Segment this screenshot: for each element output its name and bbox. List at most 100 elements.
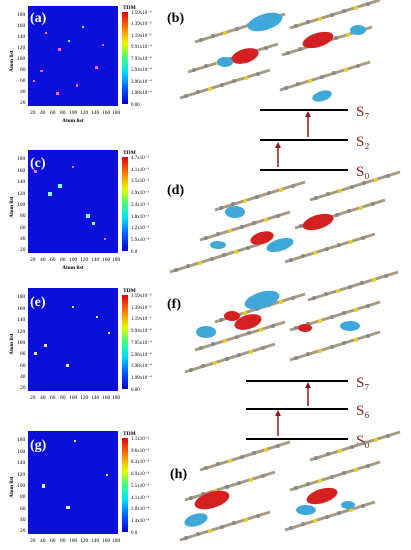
svg-text:60: 60 — [20, 363, 26, 369]
svg-text:80: 80 — [60, 538, 66, 544]
svg-text:140: 140 — [91, 257, 100, 263]
svg-text:160: 160 — [102, 110, 111, 116]
svg-text:4.1x10⁻³: 4.1x10⁻³ — [131, 167, 149, 173]
svg-text:180: 180 — [112, 538, 121, 544]
svg-text:3.96x10⁻⁴: 3.96x10⁻⁴ — [131, 79, 152, 85]
svg-text:140: 140 — [17, 179, 26, 185]
xticks-e: 20 40 60 80 100 120 140 160 180 — [30, 395, 121, 401]
svg-text:40: 40 — [20, 236, 26, 242]
ylabel-g: Atom list — [9, 476, 15, 498]
svg-text:60: 60 — [50, 257, 56, 263]
svg-text:60: 60 — [50, 395, 56, 401]
svg-text:160: 160 — [102, 257, 111, 263]
svg-text:120: 120 — [17, 329, 26, 335]
svg-text:140: 140 — [17, 460, 26, 466]
svg-text:120: 120 — [80, 538, 89, 544]
svg-text:20: 20 — [20, 385, 26, 391]
svg-text:100: 100 — [17, 56, 26, 62]
level-diagram-2: S₇ S₆ S₀ — [246, 375, 370, 449]
svg-text:40: 40 — [20, 89, 26, 95]
svg-text:120: 120 — [80, 395, 89, 401]
svg-text:1.99x10⁻⁴: 1.99x10⁻⁴ — [131, 375, 152, 381]
svg-text:120: 120 — [17, 191, 26, 197]
svg-text:100: 100 — [17, 340, 26, 346]
svg-text:80: 80 — [20, 351, 26, 357]
svg-text:3.98x10⁻⁴: 3.98x10⁻⁴ — [131, 363, 152, 369]
colorbar-values-g: 1.1x10⁻³ 9.6x10⁻⁴ 8.3x10⁻⁴ 6.9x10⁻⁴ 5.5x… — [131, 436, 149, 536]
colorbar-c: TDM 4.7x10⁻³ 4.1x10⁻³ 3.5x10⁻³ 2.9x10⁻³ … — [122, 150, 149, 255]
heatmap-e — [28, 288, 118, 391]
colorbar-g: TDM 1.1x10⁻³ 9.6x10⁻⁴ 8.3x10⁻⁴ 6.9x10⁻⁴ … — [122, 431, 149, 536]
level-label: S₇ — [356, 104, 370, 120]
svg-text:140: 140 — [91, 110, 100, 116]
xlabel-a: Atom list — [62, 118, 84, 124]
svg-text:100: 100 — [17, 483, 26, 489]
colorbar-values-e: 1.59x10⁻³ 1.39x10⁻³ 1.19x10⁻³ 9.94x10⁻⁴ … — [131, 293, 152, 393]
svg-text:5.94x10⁻⁴: 5.94x10⁻⁴ — [131, 67, 152, 73]
svg-text:40: 40 — [20, 517, 26, 523]
colorbar-values-a: 1.59x10⁻³ 1.39x10⁻³ 1.19x10⁻³ 9.91x10⁻⁴ … — [131, 10, 152, 108]
svg-text:120: 120 — [17, 472, 26, 478]
svg-text:140: 140 — [17, 317, 26, 323]
svg-text:40: 40 — [40, 395, 46, 401]
panel-label-c: (c) — [30, 156, 46, 171]
svg-text:180: 180 — [17, 12, 26, 18]
svg-text:1.19x10⁻³: 1.19x10⁻³ — [131, 316, 152, 322]
svg-text:1.8x10⁻³: 1.8x10⁻³ — [131, 214, 149, 220]
svg-text:140: 140 — [91, 538, 100, 544]
svg-text:2.4x10⁻³: 2.4x10⁻³ — [131, 202, 149, 208]
panel-e: (e) TDM 1.59x10⁻³ 1.39x10⁻³ 1.19x10⁻³ 9.… — [9, 288, 152, 401]
panel-label-e: (e) — [30, 295, 46, 310]
svg-text:100: 100 — [17, 202, 26, 208]
panel-b: (b) — [167, 0, 382, 102]
svg-text:180: 180 — [17, 156, 26, 162]
panel-h: (h) — [170, 430, 402, 542]
svg-text:7.93x10⁻⁴: 7.93x10⁻⁴ — [131, 56, 152, 62]
svg-text:0.0: 0.0 — [131, 250, 138, 255]
yticks-g: 180 160 140 120 100 80 60 40 20 — [17, 437, 26, 534]
svg-text:2.8x10⁻⁴: 2.8x10⁻⁴ — [131, 506, 149, 512]
svg-text:40: 40 — [40, 538, 46, 544]
svg-text:80: 80 — [60, 110, 66, 116]
svg-text:100: 100 — [69, 257, 78, 263]
svg-text:1.98x10⁻⁴: 1.98x10⁻⁴ — [131, 90, 152, 96]
svg-text:1.39x10⁻³: 1.39x10⁻³ — [131, 305, 152, 311]
svg-text:8.3x10⁻⁴: 8.3x10⁻⁴ — [131, 459, 149, 465]
heatmap-a — [28, 6, 118, 106]
svg-text:40: 40 — [40, 257, 46, 263]
ylabel-a: Atom list — [9, 50, 15, 72]
colorbar-a: TDM 1.59x10⁻³ 1.39x10⁻³ 1.19x10⁻³ 9.91x1… — [122, 5, 152, 108]
colorbar-values-c: 4.7x10⁻³ 4.1x10⁻³ 3.5x10⁻³ 2.9x10⁻³ 2.4x… — [131, 155, 149, 255]
svg-text:40: 40 — [40, 110, 46, 116]
panel-d: (d) — [167, 170, 402, 274]
svg-text:60: 60 — [20, 506, 26, 512]
ylabel-e: Atom list — [9, 333, 15, 355]
svg-text:60: 60 — [50, 538, 56, 544]
svg-text:4.7x10⁻³: 4.7x10⁻³ — [131, 155, 149, 161]
panel-a: (a) TDM 1.59x10⁻³ 1.39x10⁻³ 1.19x10⁻³ 9.… — [9, 5, 152, 124]
svg-text:160: 160 — [17, 449, 26, 455]
panel-label-g: (g) — [30, 438, 47, 453]
panel-label-a: (a) — [30, 11, 47, 26]
level-label: S₂ — [356, 134, 370, 150]
svg-text:100: 100 — [69, 110, 78, 116]
svg-text:160: 160 — [102, 395, 111, 401]
svg-text:120: 120 — [80, 110, 89, 116]
svg-text:140: 140 — [17, 34, 26, 40]
svg-text:4.1x10⁻⁴: 4.1x10⁻⁴ — [131, 495, 149, 501]
svg-text:0.00: 0.00 — [131, 103, 140, 108]
panel-label-f: (f) — [167, 297, 181, 312]
colorbar-title-e: TDM — [123, 288, 137, 294]
svg-text:80: 80 — [20, 67, 26, 73]
panel-f: (f) — [167, 270, 400, 374]
xticks-g: 20 40 60 80 100 120 140 160 180 — [30, 538, 121, 544]
yticks-c: 180 160 140 120 100 80 60 40 20 — [17, 156, 26, 253]
xlabel-c: Atom list — [62, 265, 84, 271]
svg-text:180: 180 — [17, 294, 26, 300]
svg-text:20: 20 — [30, 110, 36, 116]
svg-text:5.96x10⁻⁴: 5.96x10⁻⁴ — [131, 352, 152, 358]
svg-text:3.5x10⁻³: 3.5x10⁻³ — [131, 178, 149, 184]
svg-text:7.95x10⁻⁴: 7.95x10⁻⁴ — [131, 340, 152, 346]
svg-text:0.0: 0.0 — [131, 531, 138, 536]
svg-text:0.00: 0.00 — [131, 388, 140, 393]
